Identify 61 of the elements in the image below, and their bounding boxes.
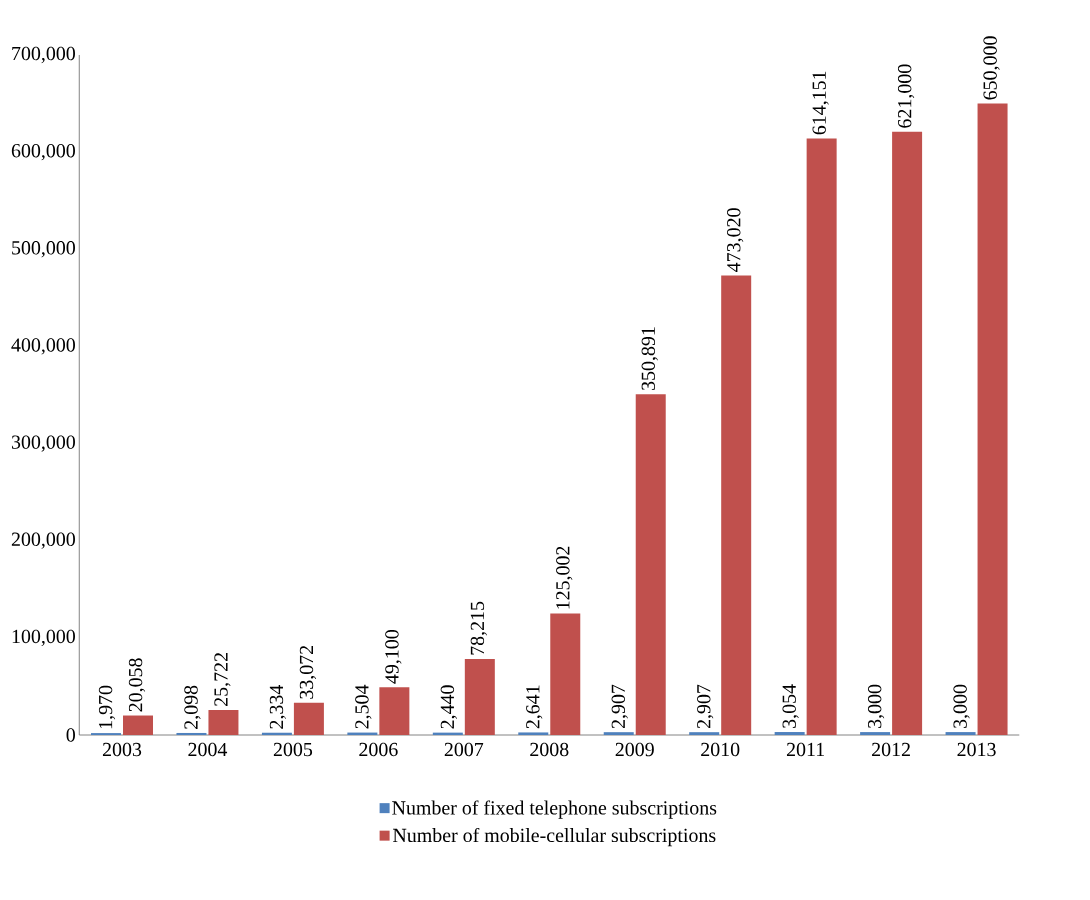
y-tick-label: 400,000 (11, 338, 75, 355)
data-label: 2,907 (611, 684, 628, 729)
data-label: 350,891 (641, 327, 658, 390)
data-label: 3,000 (867, 684, 885, 728)
y-tick-label: 0 (66, 728, 75, 742)
data-label: 2,504 (355, 684, 372, 729)
x-tick-label: 2003 (102, 742, 142, 757)
bar (464, 659, 495, 735)
data-label: 125,002 (556, 546, 573, 609)
bar (379, 687, 410, 735)
y-tick-label: 700,000 (12, 46, 75, 64)
x-tick-label: 2013 (957, 742, 996, 757)
data-label: 3,054 (782, 684, 799, 728)
bar (892, 131, 923, 735)
data-label: 621,000 (897, 64, 915, 128)
data-label: 1,970 (98, 685, 116, 729)
bar (550, 613, 581, 735)
data-label: 20,058 (128, 658, 146, 712)
y-tick-label: 500,000 (12, 241, 75, 258)
bar (518, 732, 549, 735)
x-tick-label: 2011 (786, 742, 825, 757)
bar (635, 394, 666, 735)
y-tick-label: 300,000 (11, 435, 75, 452)
bar (689, 732, 720, 735)
bar (945, 732, 976, 735)
data-label: 473,020 (727, 208, 744, 272)
legend-label: Number of mobile-cellular subscriptions (393, 827, 716, 847)
bar (806, 138, 837, 735)
legend-label: Number of fixed telephone subscriptions (392, 800, 717, 819)
bar (977, 103, 1008, 735)
bar (123, 715, 153, 735)
data-label: 650,000 (983, 36, 1000, 100)
x-tick-label: 2004 (188, 742, 228, 757)
x-tick-label: 2009 (615, 742, 654, 757)
data-label: 78,215 (470, 601, 487, 655)
bar (208, 710, 239, 735)
data-label: 2,641 (526, 685, 543, 729)
data-label: 2,440 (440, 685, 457, 729)
data-label: 33,072 (299, 645, 317, 699)
data-label: 614,151 (812, 71, 829, 135)
x-tick-label: 2007 (444, 742, 484, 757)
x-tick-label: 2005 (273, 742, 313, 757)
data-label: 2,098 (184, 685, 201, 729)
x-tick-label: 2010 (701, 742, 740, 757)
y-tick-label: 600,000 (11, 143, 75, 161)
data-label: 25,722 (214, 653, 231, 706)
bar (293, 702, 324, 735)
data-label: 2,907 (697, 684, 714, 729)
x-tick-label: 2008 (530, 742, 569, 757)
data-label: 3,000 (953, 684, 970, 728)
y-tick-label: 100,000 (12, 629, 75, 647)
data-label: 2,334 (269, 685, 287, 729)
data-label: 49,100 (385, 630, 402, 684)
bar (774, 732, 805, 735)
bar (603, 732, 634, 735)
bar (860, 732, 891, 735)
x-tick-label: 2006 (359, 742, 398, 757)
bar (176, 732, 207, 735)
bar (721, 275, 752, 735)
x-tick-label: 2012 (872, 742, 910, 757)
y-tick-label: 200,000 (11, 532, 75, 549)
